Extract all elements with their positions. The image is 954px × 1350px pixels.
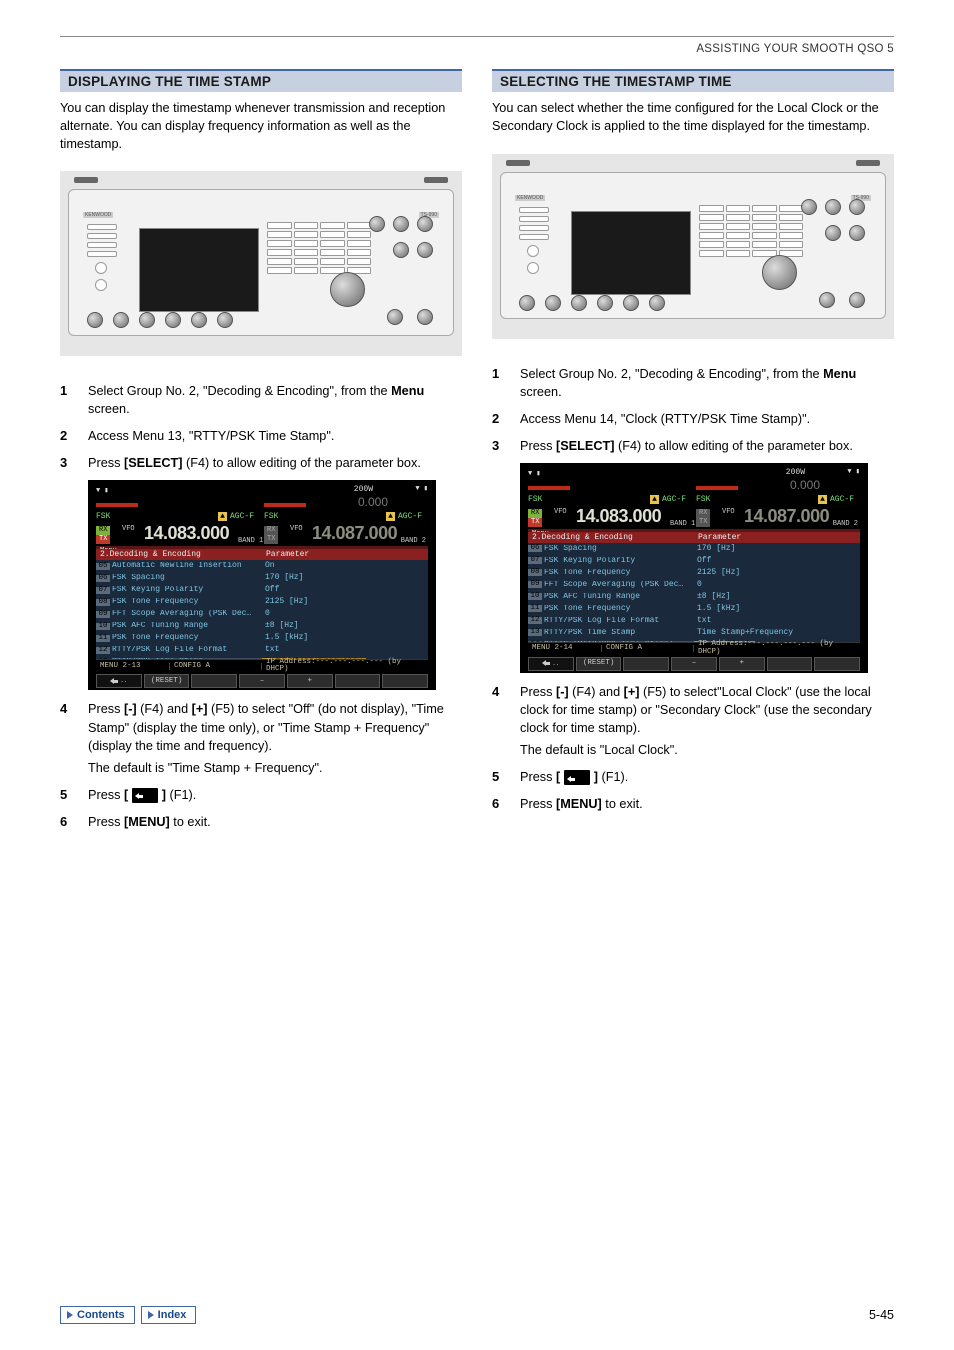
contents-button[interactable]: Contents: [60, 1306, 135, 1324]
step-4: Press [-] (F4) and [+] (F5) to select"Lo…: [492, 683, 894, 759]
menu-row: 11PSK Tone Frequency1.5 [kHz]: [96, 632, 428, 644]
menu-table-left: 05Automatic Newline InsertionOn06FSK Spa…: [96, 560, 428, 668]
menu-fkey: +: [287, 674, 333, 688]
index-button[interactable]: Index: [141, 1306, 197, 1324]
right-column: SELECTING THE TIMESTAMP TIME You can sel…: [492, 69, 894, 840]
menu-fkey: [335, 674, 381, 688]
step-3: Press [SELECT] (F4) to allow editing of …: [492, 437, 894, 673]
menu-fkey: +: [719, 657, 765, 671]
menu-table-right: 06FSK Spacing170 [Hz]07FSK Keying Polari…: [528, 543, 860, 651]
menu-row: 11PSK Tone Frequency1.5 [kHz]: [528, 603, 860, 615]
step-5: Press [ .. ] (F1).: [60, 786, 462, 804]
step-1: Select Group No. 2, "Decoding & Encoding…: [492, 365, 894, 401]
steps-left: Select Group No. 2, "Decoding & Encoding…: [60, 382, 462, 830]
radio-figure-right: KENWOOD TS-990: [492, 154, 894, 339]
menu-row: 06FSK Spacing170 [Hz]: [96, 572, 428, 584]
step-2: Access Menu 14, "Clock (RTTY/PSK Time St…: [492, 410, 894, 428]
menu-fkey: –: [671, 657, 717, 671]
radio-brand: KENWOOD: [515, 195, 545, 201]
menu-screenshot-right: ▼ ▮ FSK ▲AGC-F RXTX VFO 14.083.000 200W …: [520, 463, 868, 673]
page-number: 5-45: [869, 1308, 894, 1322]
triangle-icon: [67, 1311, 73, 1319]
menu-row: 08FSK Tone Frequency2125 [Hz]: [96, 596, 428, 608]
menu-fkey: ..: [528, 657, 574, 671]
menu-row: 10PSK AFC Tuning Range±8 [Hz]: [96, 620, 428, 632]
menu-fkeys-left: ..(RESET) –+: [96, 674, 428, 688]
step-3: Press [SELECT] (F4) to allow editing of …: [60, 454, 462, 690]
escape-key-icon: ..: [564, 770, 590, 785]
section-heading-left: DISPLAYING THE TIME STAMP: [60, 69, 462, 92]
step-6: Press [MENU] to exit.: [60, 813, 462, 831]
menu-row: 10PSK AFC Tuning Range±8 [Hz]: [528, 591, 860, 603]
escape-key-icon: ..: [132, 788, 158, 803]
radio-figure-left: KENWOOD TS-990: [60, 171, 462, 356]
radio-brand: KENWOOD: [83, 212, 113, 218]
menu-row: 08FSK Tone Frequency2125 [Hz]: [528, 567, 860, 579]
menu-row: 05Automatic Newline InsertionOn: [96, 560, 428, 572]
menu-row: 07FSK Keying PolarityOff: [96, 584, 428, 596]
step-5: Press [ .. ] (F1).: [492, 768, 894, 786]
menu-fkey: ..: [96, 674, 142, 688]
menu-fkeys-right: ..(RESET) –+: [528, 657, 860, 671]
menu-row: 09FFT Scope Averaging (PSK Dec…0: [96, 608, 428, 620]
menu-fkey: [191, 674, 237, 688]
triangle-icon: [148, 1311, 154, 1319]
intro-right: You can select whether the time configur…: [492, 100, 894, 136]
menu-row: 07FSK Keying PolarityOff: [528, 555, 860, 567]
menu-row: 09FFT Scope Averaging (PSK Dec…0: [528, 579, 860, 591]
menu-fkey: [382, 674, 428, 688]
intro-left: You can display the timestamp whenever t…: [60, 100, 462, 153]
menu-fkey: (RESET): [144, 674, 190, 688]
menu-fkey: [814, 657, 860, 671]
breadcrumb: ASSISTING YOUR SMOOTH QSO 5: [60, 43, 894, 55]
menu-fkey: (RESET): [576, 657, 622, 671]
menu-fkey: –: [239, 674, 285, 688]
menu-row: 13RTTY/PSK Time StampTime Stamp+Frequenc…: [528, 627, 860, 639]
menu-row: 06FSK Spacing170 [Hz]: [528, 543, 860, 555]
steps-right: Select Group No. 2, "Decoding & Encoding…: [492, 365, 894, 813]
step-6: Press [MENU] to exit.: [492, 795, 894, 813]
menu-row: 12RTTY/PSK Log File Formattxt: [528, 615, 860, 627]
left-column: DISPLAYING THE TIME STAMP You can displa…: [60, 69, 462, 840]
menu-screenshot-left: ▼ ▮ FSK ▲AGC-F RXTX VFO 14.083.000 200W …: [88, 480, 436, 690]
step-4: Press [-] (F4) and [+] (F5) to select "O…: [60, 700, 462, 776]
section-heading-right: SELECTING THE TIMESTAMP TIME: [492, 69, 894, 92]
menu-row: 12RTTY/PSK Log File Formattxt: [96, 644, 428, 656]
menu-fkey: [767, 657, 813, 671]
menu-fkey: [623, 657, 669, 671]
step-1: Select Group No. 2, "Decoding & Encoding…: [60, 382, 462, 418]
step-2: Access Menu 13, "RTTY/PSK Time Stamp".: [60, 427, 462, 445]
